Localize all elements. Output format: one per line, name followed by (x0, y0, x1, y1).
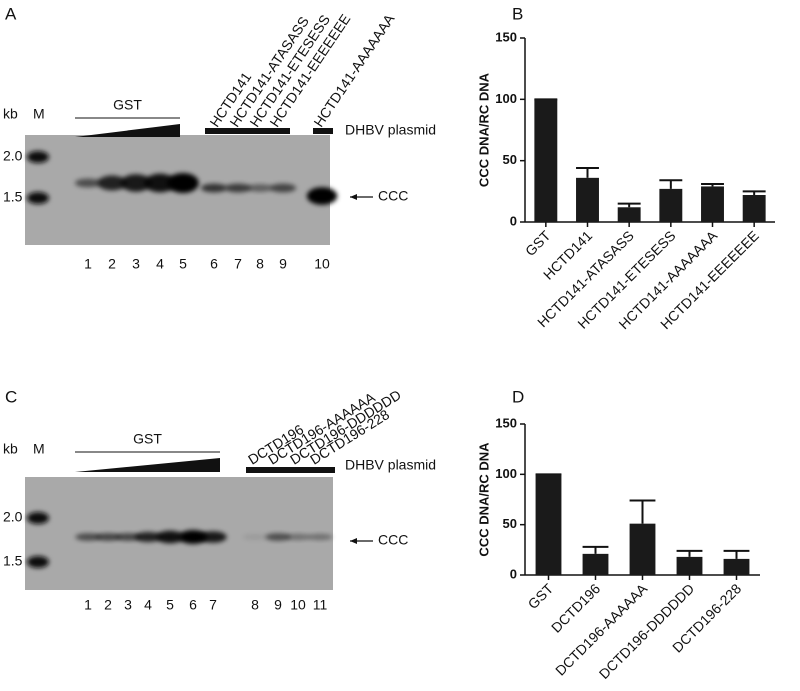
lane-number: 8 (256, 256, 264, 272)
panel-label: B (512, 4, 523, 23)
marker-size: 1.5 (3, 189, 23, 205)
lane-number: 9 (274, 597, 282, 613)
band (200, 183, 228, 193)
band (247, 184, 273, 192)
group-label: GST (133, 431, 162, 447)
bar (701, 186, 724, 222)
band (120, 174, 152, 192)
group-label: GST (113, 97, 142, 113)
x-tick-label: GST (525, 580, 557, 612)
lane-number: 6 (189, 597, 197, 613)
lane-number: 1 (84, 256, 92, 272)
y-tick-label: 50 (503, 152, 517, 167)
lane-number: 5 (166, 597, 174, 613)
band (265, 533, 291, 541)
marker-band (27, 512, 49, 524)
bar (582, 553, 609, 575)
band (306, 187, 338, 205)
sample-label: DCTD196-DDDDDD (287, 387, 404, 468)
band (167, 173, 199, 193)
y-tick-label: 150 (495, 29, 517, 44)
lane-number: 8 (251, 597, 259, 613)
lane-number: 9 (279, 256, 287, 272)
plasmid-label: DHBV plasmid (345, 457, 436, 473)
band (75, 533, 101, 541)
y-tick-label: 0 (510, 213, 517, 228)
band (307, 533, 333, 541)
band (74, 178, 102, 188)
lane-number: 10 (290, 597, 306, 613)
band-label: CCC (378, 532, 408, 548)
y-tick-label: 150 (495, 415, 517, 430)
lane-number: 10 (314, 256, 330, 272)
band (285, 533, 311, 541)
kb-label: kb (3, 106, 18, 122)
band (224, 183, 252, 193)
y-axis-label: CCC DNA/RC DNA (476, 72, 491, 187)
marker-size: 2.0 (3, 148, 23, 164)
x-tick-label: GST (522, 227, 554, 259)
bar (535, 474, 562, 575)
arrow-head (350, 194, 357, 200)
wedge (75, 458, 220, 472)
marker-band (27, 556, 49, 568)
band (144, 173, 176, 193)
plasmid-label: DHBV plasmid (345, 122, 436, 138)
marker-band (27, 192, 49, 204)
lane-number: 2 (104, 597, 112, 613)
kb-label: kb (3, 441, 18, 457)
band-label: CCC (378, 188, 408, 204)
y-axis-label: CCC DNA/RC DNA (476, 442, 491, 557)
band (115, 533, 141, 541)
y-tick-label: 100 (495, 466, 517, 481)
lane-number: 7 (209, 597, 217, 613)
bar (659, 188, 683, 222)
marker-size: 2.0 (3, 509, 23, 525)
marker-lane-label: M (33, 106, 45, 122)
lane-number: 7 (234, 256, 242, 272)
sample-bar (205, 128, 290, 134)
lane-number: 6 (210, 256, 218, 272)
sample-bar (246, 467, 335, 473)
lane-number: 2 (108, 256, 116, 272)
y-tick-label: 50 (503, 516, 517, 531)
band (156, 530, 184, 544)
wedge (75, 124, 180, 137)
marker-band (27, 151, 49, 163)
lane-number: 3 (132, 256, 140, 272)
marker-size: 1.5 (3, 553, 23, 569)
marker-lane-label: M (33, 441, 45, 457)
band (269, 183, 297, 193)
panel-label: C (5, 387, 17, 406)
band (95, 533, 121, 541)
bar (576, 177, 599, 222)
lane-number: 1 (84, 597, 92, 613)
band (199, 531, 227, 543)
panel-label: A (5, 4, 17, 23)
bar (742, 195, 766, 222)
band (134, 532, 162, 542)
bar (629, 523, 656, 575)
bar (534, 99, 558, 222)
lane-number: 3 (124, 597, 132, 613)
y-tick-label: 0 (510, 566, 517, 581)
sample-bar (313, 128, 333, 134)
bar (723, 558, 750, 575)
band (178, 530, 208, 544)
lane-number: 4 (144, 597, 152, 613)
arrow-head (350, 538, 357, 544)
band (242, 533, 268, 541)
lane-number: 5 (179, 256, 187, 272)
band (97, 175, 127, 191)
panel-label: D (512, 387, 524, 406)
lane-number: 4 (156, 256, 164, 272)
y-tick-label: 100 (495, 91, 517, 106)
bar (676, 556, 703, 575)
bar (617, 207, 641, 222)
lane-number: 11 (313, 597, 328, 613)
